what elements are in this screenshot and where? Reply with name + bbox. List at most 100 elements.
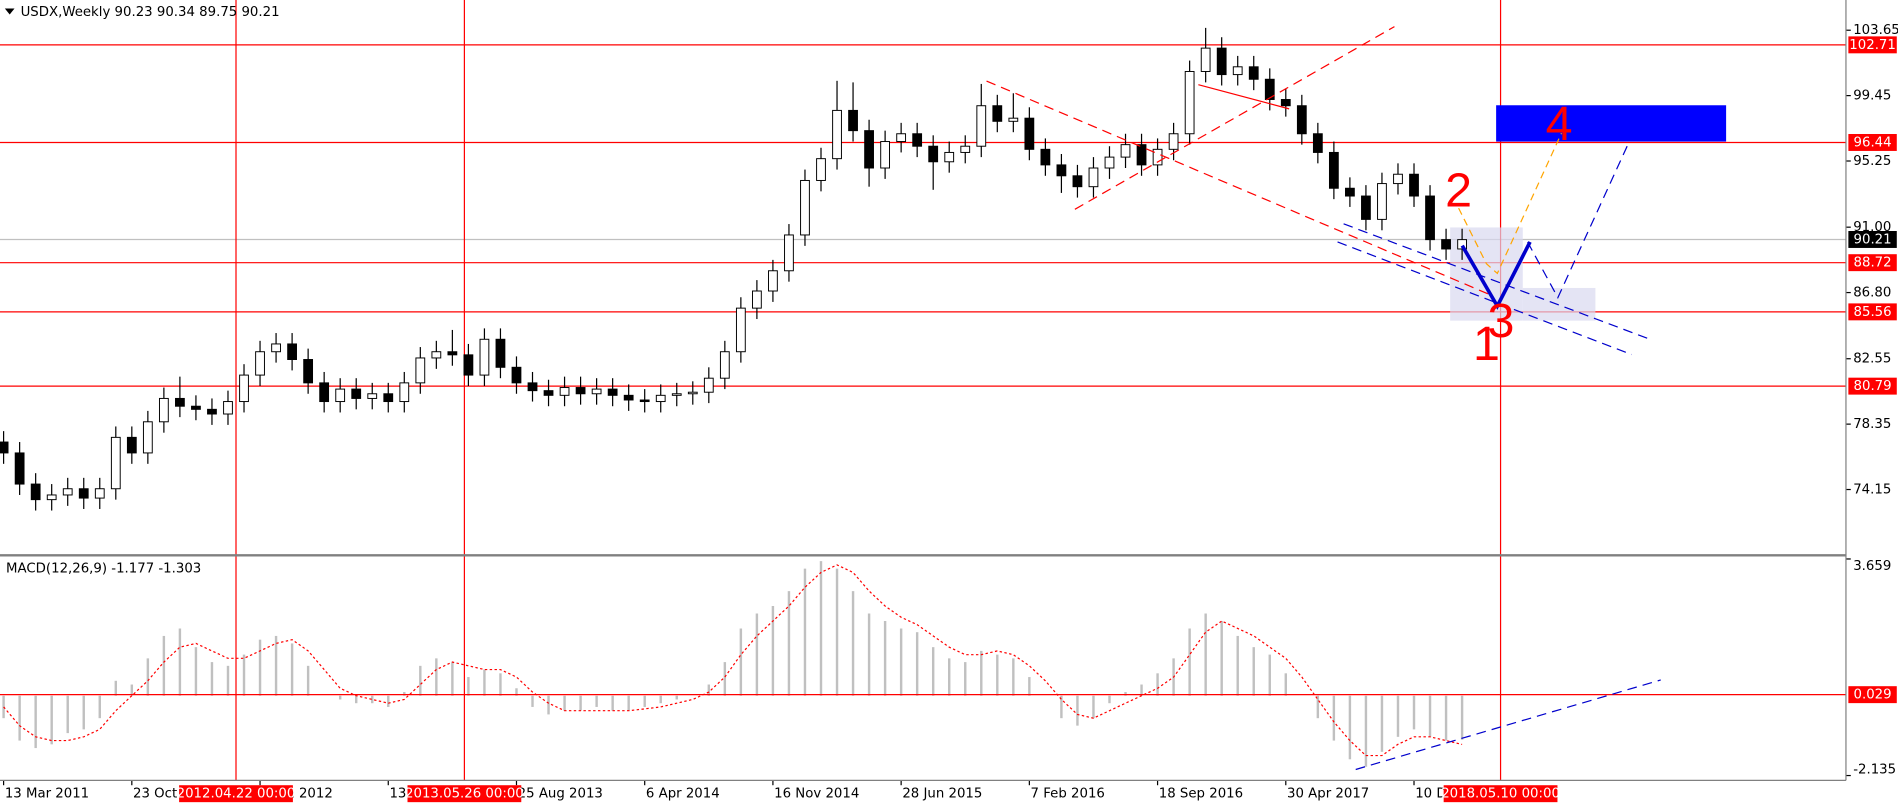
- candle-body: [1264, 78, 1275, 100]
- trend-line: [1343, 223, 1649, 340]
- x-tick-label: 16 Nov 2014: [774, 787, 859, 802]
- last-price-label: 90.21: [1854, 232, 1892, 247]
- candle-body: [1024, 117, 1035, 150]
- candle-body: [1120, 144, 1131, 158]
- candle-body: [607, 388, 618, 396]
- candle-body: [223, 401, 233, 415]
- price-label-box: [1848, 377, 1897, 395]
- price-label-box: [1848, 36, 1897, 54]
- y-tick-label: -2.135: [1853, 762, 1896, 777]
- candle-body: [960, 145, 971, 153]
- wave-path: [1458, 132, 1563, 275]
- candle-body: [367, 393, 378, 399]
- wave-label: 1: [1473, 317, 1500, 371]
- candle-body: [126, 436, 137, 454]
- candle-body: [46, 494, 57, 501]
- target-box: [1496, 105, 1727, 142]
- menu-arrow[interactable]: [4, 8, 15, 15]
- x-tick-label: 25 Aug 2013: [518, 787, 603, 802]
- candle-body: [591, 388, 602, 395]
- candle-body: [1328, 151, 1339, 189]
- candle-body: [800, 179, 810, 236]
- candle-body: [1104, 156, 1115, 169]
- candle-body: [255, 351, 265, 376]
- candle-body: [703, 377, 714, 393]
- date-label-box: [179, 785, 293, 803]
- trend-line: [1337, 241, 1632, 356]
- candle-body: [752, 290, 762, 309]
- candle-body: [1345, 187, 1355, 197]
- candle-body: [431, 351, 442, 359]
- candle-body: [78, 488, 89, 499]
- date-label: 2012.04.22 00:00: [177, 787, 296, 802]
- y-tick-label: 78.35: [1853, 417, 1891, 432]
- candle-body: [1056, 164, 1067, 177]
- candle-body: [1152, 148, 1163, 166]
- candle-body: [30, 483, 41, 501]
- candle-body: [447, 351, 458, 356]
- candle-body: [383, 393, 394, 403]
- signal-line: [3, 564, 1463, 757]
- x-tick-label: 18 Sep 2016: [1159, 787, 1243, 802]
- trend-line: [1198, 84, 1290, 110]
- candle-body: [511, 366, 522, 384]
- candle-body: [495, 338, 506, 368]
- value-label: 0.029: [1854, 688, 1892, 703]
- candle-body: [303, 359, 314, 384]
- trend-line: [1527, 141, 1630, 299]
- candle-body: [719, 351, 730, 379]
- value-label-box: [1848, 686, 1897, 704]
- candle-body: [1184, 70, 1195, 135]
- candle-body: [1377, 183, 1387, 220]
- y-tick-label: 103.65: [1853, 23, 1898, 38]
- candle-body: [1088, 167, 1099, 188]
- candle-body: [0, 441, 9, 454]
- candle-body: [1040, 148, 1051, 166]
- wave-label: 2: [1445, 163, 1472, 217]
- price-label-box: [1848, 254, 1897, 272]
- candle-body: [896, 133, 907, 143]
- candle-body: [271, 343, 281, 353]
- wave-label: 4: [1546, 97, 1573, 151]
- x-tick-label: 6 Apr 2014: [646, 787, 720, 802]
- candle-body: [735, 307, 746, 353]
- candle-body: [62, 488, 73, 496]
- candle-body: [848, 109, 858, 132]
- candle-body: [976, 105, 987, 147]
- candle-body: [158, 397, 169, 423]
- wave-label: 3: [1488, 294, 1515, 348]
- y-tick-label: 91.00: [1853, 220, 1891, 235]
- price-label: 88.72: [1854, 256, 1892, 271]
- y-tick-label: 74.15: [1853, 483, 1891, 498]
- candle-body: [319, 382, 330, 403]
- candle-body: [239, 374, 249, 403]
- candle-body: [399, 382, 410, 403]
- candle-body: [655, 394, 666, 403]
- drawings: [1450, 105, 1727, 321]
- candle-body: [1409, 173, 1419, 197]
- candle-body: [94, 488, 105, 499]
- candle-body: [142, 421, 153, 454]
- candle-body: [575, 387, 586, 395]
- candle-body: [1248, 66, 1259, 80]
- price-label-box: [1848, 134, 1897, 151]
- candle-body: [1425, 195, 1435, 241]
- candle-body: [335, 388, 346, 403]
- candle-body: [1296, 105, 1307, 135]
- candle-body: [944, 151, 955, 163]
- indicator-title: MACD(12,26,9) -1.177 -1.303: [6, 562, 201, 577]
- candle-body: [928, 145, 939, 163]
- candle-body: [832, 109, 842, 160]
- candle-body: [287, 343, 297, 360]
- candle-body: [671, 393, 682, 396]
- candle-body: [1168, 133, 1179, 150]
- candle-body: [992, 105, 1003, 122]
- candle-body: [1232, 66, 1243, 76]
- candle-body: [1200, 47, 1211, 72]
- candle-body: [463, 354, 474, 376]
- x-tick-label: 7 Feb 2016: [1031, 787, 1105, 802]
- y-tick-label: 3.659: [1853, 559, 1891, 574]
- candle-body: [559, 387, 570, 396]
- candle-body: [14, 452, 25, 485]
